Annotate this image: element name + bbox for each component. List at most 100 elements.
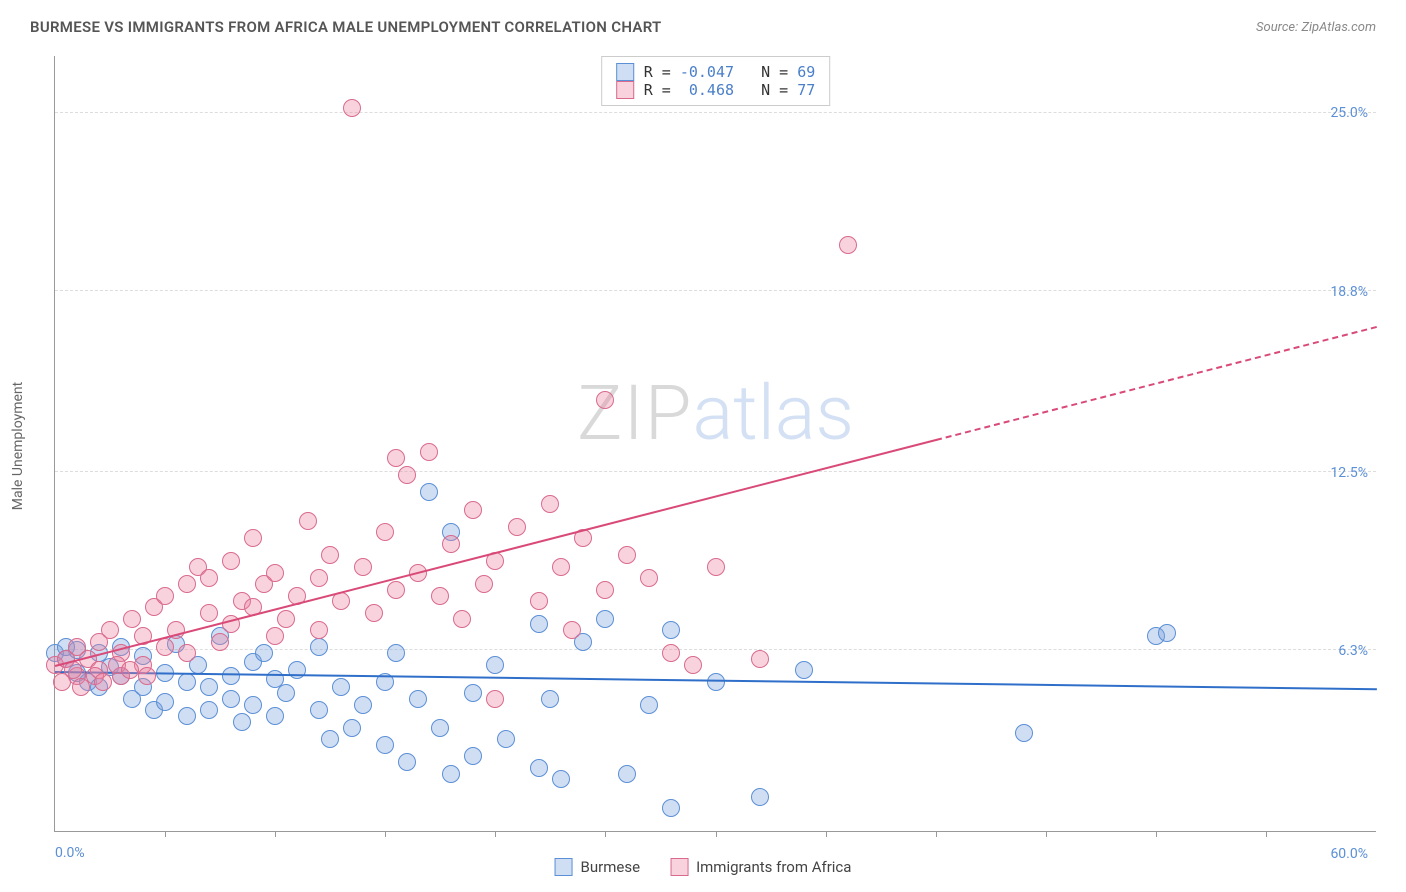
data-point	[662, 644, 680, 662]
data-point	[552, 770, 570, 788]
data-point	[508, 518, 526, 536]
chart-title: BURMESE VS IMMIGRANTS FROM AFRICA MALE U…	[30, 18, 662, 36]
data-point	[277, 684, 295, 702]
header: BURMESE VS IMMIGRANTS FROM AFRICA MALE U…	[0, 0, 1406, 46]
data-point	[343, 99, 361, 117]
x-tick	[936, 831, 937, 837]
plot-region: ZIPatlas R = -0.047 N = 69R = 0.468 N = …	[54, 56, 1376, 832]
data-point	[707, 673, 725, 691]
legend-stats: R = -0.047 N = 69R = 0.468 N = 77	[601, 56, 831, 106]
data-point	[376, 736, 394, 754]
x-tick	[165, 831, 166, 837]
data-point	[123, 610, 141, 628]
data-point	[244, 529, 262, 547]
data-point	[321, 730, 339, 748]
data-point	[563, 621, 581, 639]
data-point	[266, 564, 284, 582]
trend-line	[936, 326, 1377, 441]
x-tick	[275, 831, 276, 837]
legend-stats-row: R = 0.468 N = 77	[616, 81, 816, 99]
data-point	[751, 788, 769, 806]
legend-series-label: Burmese	[581, 858, 641, 876]
data-point	[640, 696, 658, 714]
data-point	[178, 644, 196, 662]
data-point	[387, 449, 405, 467]
data-point	[387, 644, 405, 662]
chart-area: ZIPatlas R = -0.047 N = 69R = 0.468 N = …	[54, 56, 1376, 832]
y-axis-title: Male Unemployment	[10, 382, 26, 510]
y-tick-label: 6.3%	[1324, 643, 1368, 659]
data-point	[101, 621, 119, 639]
legend-series: Burmese Immigrants from Africa	[555, 858, 852, 876]
legend-swatch	[616, 63, 634, 81]
legend-stats-text: R = 0.468 N = 77	[644, 81, 816, 99]
data-point	[376, 523, 394, 541]
data-point	[156, 587, 174, 605]
data-point	[684, 656, 702, 674]
gridline	[55, 471, 1376, 472]
data-point	[244, 696, 262, 714]
data-point	[310, 638, 328, 656]
data-point	[640, 569, 658, 587]
data-point	[343, 719, 361, 737]
data-point	[332, 678, 350, 696]
data-point	[233, 713, 251, 731]
data-point	[222, 667, 240, 685]
legend-stats-text: R = -0.047 N = 69	[644, 63, 816, 81]
y-tick-label: 12.5%	[1316, 465, 1368, 481]
data-point	[178, 673, 196, 691]
data-point	[541, 690, 559, 708]
data-point	[464, 501, 482, 519]
data-point	[453, 610, 471, 628]
data-point	[530, 592, 548, 610]
data-point	[464, 684, 482, 702]
x-tick	[1046, 831, 1047, 837]
watermark-atlas: atlas	[693, 368, 855, 458]
data-point	[138, 667, 156, 685]
data-point	[387, 581, 405, 599]
data-point	[222, 690, 240, 708]
x-tick	[716, 831, 717, 837]
x-tick	[1156, 831, 1157, 837]
data-point	[475, 575, 493, 593]
data-point	[596, 581, 614, 599]
data-point	[596, 391, 614, 409]
data-point	[398, 753, 416, 771]
data-point	[321, 546, 339, 564]
data-point	[121, 661, 139, 679]
legend-stats-row: R = -0.047 N = 69	[616, 63, 816, 81]
data-point	[431, 719, 449, 737]
data-point	[200, 604, 218, 622]
data-point	[420, 483, 438, 501]
watermark-zip: ZIP	[577, 368, 693, 458]
data-point	[839, 236, 857, 254]
trend-line	[55, 439, 937, 667]
data-point	[618, 765, 636, 783]
data-point	[310, 621, 328, 639]
data-point	[365, 604, 383, 622]
legend-series-item: Immigrants from Africa	[670, 858, 851, 876]
x-tick	[385, 831, 386, 837]
gridline	[55, 112, 1376, 113]
data-point	[211, 633, 229, 651]
data-point	[156, 693, 174, 711]
data-point	[178, 575, 196, 593]
data-point	[156, 638, 174, 656]
legend-swatch	[555, 858, 573, 876]
data-point	[464, 747, 482, 765]
data-point	[1158, 624, 1176, 642]
x-tick	[826, 831, 827, 837]
data-point	[596, 610, 614, 628]
data-point	[707, 558, 725, 576]
data-point	[398, 466, 416, 484]
data-point	[497, 730, 515, 748]
data-point	[751, 650, 769, 668]
y-tick-label: 18.8%	[1316, 284, 1368, 300]
data-point	[310, 569, 328, 587]
data-point	[618, 546, 636, 564]
source-label: Source:	[1256, 20, 1301, 35]
data-point	[552, 558, 570, 576]
data-point	[200, 701, 218, 719]
x-tick	[605, 831, 606, 837]
data-point	[178, 707, 196, 725]
